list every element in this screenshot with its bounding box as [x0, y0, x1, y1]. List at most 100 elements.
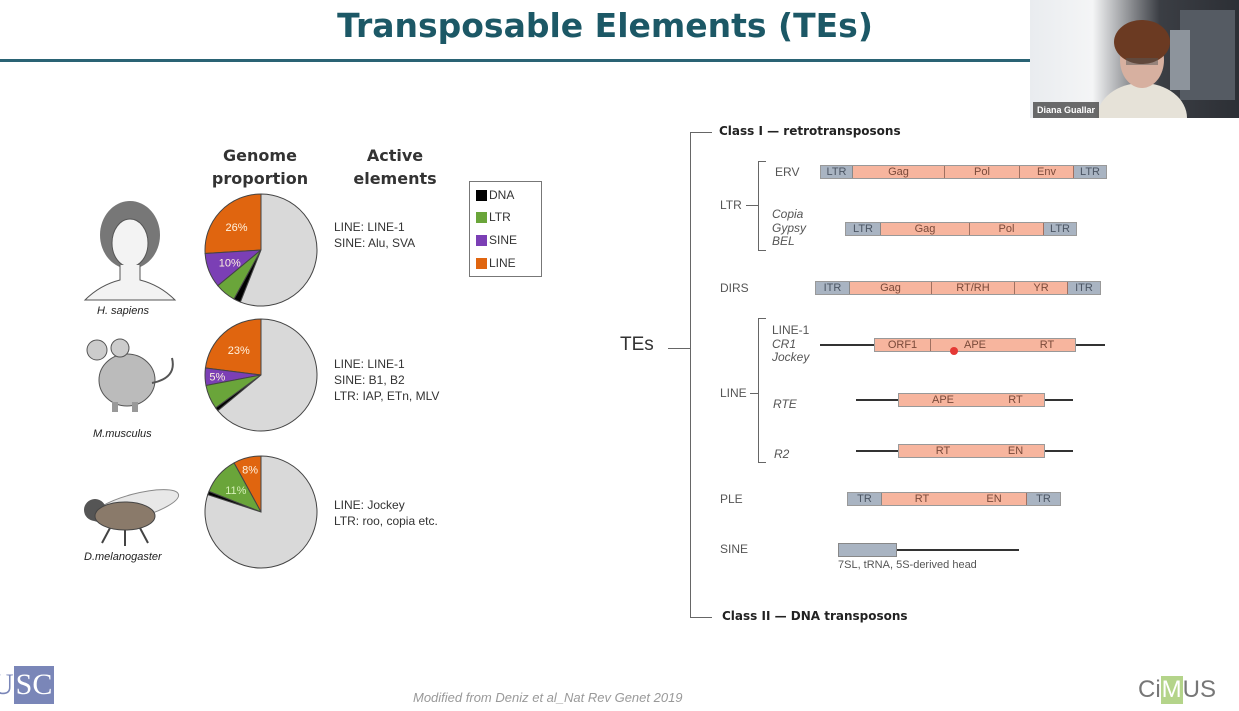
ple-structure: TR RT EN TR — [847, 492, 1061, 506]
genome-proportion-pies: 26% 10% 23% 5% 8% 11% — [204, 193, 318, 569]
active-element: LINE: Jockey — [334, 498, 405, 512]
header-genome-proportion-1: Genome — [223, 146, 297, 165]
bracket-tick — [746, 205, 758, 206]
root-connector — [668, 348, 690, 349]
header-genome-proportion-2: proportion — [211, 169, 309, 188]
pie-slice-other — [217, 318, 318, 432]
group-label-line: LINE — [720, 386, 747, 400]
rte-label: RTE — [773, 397, 797, 411]
legend-swatch-dna — [476, 189, 487, 201]
erv-structure: LTR Gag Pol Env LTR — [820, 165, 1107, 179]
legend-swatch-line — [476, 257, 487, 269]
species-label: H. sapiens — [97, 305, 149, 317]
segment: RT — [882, 493, 962, 505]
bracket-tick — [690, 132, 712, 133]
line-bracket — [758, 318, 759, 462]
erv-label: ERV — [775, 165, 800, 179]
segment: Pol — [945, 166, 1020, 178]
dirs-structure: ITR Gag RT/RH YR ITR — [815, 281, 1101, 295]
segment: LTR — [1044, 223, 1076, 235]
bel-label: BEL — [772, 234, 795, 248]
species-label: M.musculus — [93, 428, 152, 440]
pie-data-label: 23% — [228, 345, 250, 357]
participant-video-tile[interactable]: Diana Guallar — [1030, 0, 1239, 118]
usc-logo: U SC — [0, 666, 55, 704]
segment: APE — [899, 394, 987, 406]
legend-label: LINE — [489, 256, 516, 270]
segment: RT/RH — [932, 282, 1015, 294]
bracket-tick — [758, 462, 766, 463]
bracket-tick — [750, 393, 758, 394]
legend-swatch-ltr — [476, 211, 487, 223]
group-label-dirs: DIRS — [720, 281, 749, 295]
usc-logo-text: SC — [13, 666, 55, 704]
group-label-sine: SINE — [720, 542, 749, 556]
logo-part: Ci — [1138, 676, 1161, 703]
line1-structure: ORF1 APE RT — [874, 338, 1076, 352]
legend-label: SINE — [489, 233, 518, 247]
cimus-logo: Ci M US — [1138, 676, 1216, 704]
class2-label: Class II — DNA transposons — [722, 609, 908, 623]
active-element: LTR: roo, copia etc. — [334, 514, 438, 528]
pie-data-label: 10% — [219, 257, 241, 269]
gypsy-label: Gypsy — [772, 220, 807, 235]
group-label-ltr: LTR — [720, 198, 742, 212]
title-divider — [0, 59, 1030, 62]
class-bracket — [690, 132, 691, 618]
pie-legend: DNA LTR SINE LINE — [469, 181, 542, 277]
pie-slice-line — [204, 318, 262, 376]
pie-slice-other — [204, 455, 318, 569]
bracket-tick — [758, 161, 766, 162]
active-element: LINE: LINE-1 — [334, 357, 405, 371]
species-label: D.melanogaster — [84, 551, 162, 563]
segment: EN — [962, 493, 1027, 505]
group-label-ple: PLE — [720, 492, 743, 506]
copia-structure: LTR Gag Pol LTR — [845, 222, 1077, 236]
r2-structure: RT EN — [898, 444, 1045, 458]
segment: APE — [931, 339, 1019, 351]
sine-tail — [897, 549, 1019, 551]
segment: Gag — [881, 223, 970, 235]
citation: Modified from Deniz et al_Nat Rev Genet … — [413, 690, 683, 705]
fly-illustration-icon — [84, 489, 180, 546]
line1-label: LINE-1 — [772, 323, 810, 337]
pie-data-label: 26% — [225, 222, 247, 234]
segment: ORF1 — [875, 339, 931, 351]
segment: LTR — [1074, 166, 1106, 178]
tes-root-label: TEs — [620, 334, 654, 355]
active-element: LINE: LINE-1 — [334, 220, 405, 234]
jockey-label: Jockey — [772, 350, 810, 364]
logo-part: M — [1160, 676, 1183, 704]
legend-swatch-sine — [476, 234, 487, 246]
cr1-label: CR1 — [772, 336, 797, 351]
participant-video — [1097, 10, 1235, 118]
sine-caption: 7SL, tRNA, 5S-derived head — [838, 559, 977, 571]
segment: TR — [848, 493, 882, 505]
segment: Env — [1020, 166, 1074, 178]
segment: RT — [987, 394, 1044, 406]
segment: Pol — [970, 223, 1044, 235]
pie-data-label: 5% — [209, 371, 225, 383]
segment: YR — [1015, 282, 1068, 294]
bracket-tick — [690, 617, 712, 618]
segment: Gag — [853, 166, 945, 178]
segment: Gag — [850, 282, 932, 294]
bracket-tick — [758, 250, 766, 251]
pie-slice-other — [239, 193, 318, 307]
bracket-tick — [758, 318, 766, 319]
participant-name: Diana Guallar — [1033, 102, 1100, 118]
mouse-illustration-icon — [86, 338, 174, 412]
segment: LTR — [821, 166, 853, 178]
segment: RT — [1019, 339, 1075, 351]
copia-label: Copia — [772, 207, 804, 221]
laser-pointer — [950, 347, 958, 355]
ltr-bracket — [758, 161, 759, 251]
rte-structure: APE RT — [898, 393, 1045, 407]
logo-part: US — [1182, 676, 1217, 703]
active-element: SINE: Alu, SVA — [334, 236, 416, 250]
segment: ITR — [816, 282, 850, 294]
sine-head — [838, 543, 897, 557]
active-element: SINE: B1, B2 — [334, 373, 405, 387]
segment: TR — [1027, 493, 1060, 505]
class1-label: Class I — retrotransposons — [719, 124, 901, 138]
